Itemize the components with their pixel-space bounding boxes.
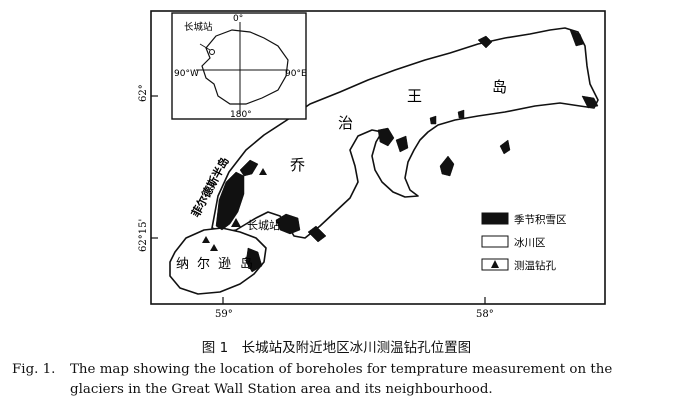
snow-east-bay <box>439 155 455 177</box>
caption-chinese: 图 1 长城站及附近地区冰川测温钻孔位置图 <box>201 340 472 356</box>
graticule-ticks <box>151 95 486 304</box>
snow-north-1 <box>477 35 493 49</box>
legend-swatch-snow <box>481 212 509 225</box>
snow-central <box>377 127 395 147</box>
caption-line-2: glaciers in the Great Wall Station area … <box>70 382 493 397</box>
borehole-markers <box>202 168 267 251</box>
borehole-triangle <box>231 218 241 227</box>
inset-bottom-label: 180° <box>230 110 252 120</box>
inset-top-label: 0° <box>233 14 243 24</box>
snow-collins <box>307 225 327 243</box>
borehole-triangle <box>259 168 267 175</box>
caption-english: Fig. 1. The map showing the location of b… <box>12 360 662 400</box>
snow-north-2 <box>569 29 585 47</box>
lon-59-label: 59° <box>215 309 233 320</box>
inset-antarctica <box>201 29 289 105</box>
snow-east-coast <box>499 139 511 155</box>
inset-left-label: 90°W <box>174 69 199 79</box>
king-george-island-outline <box>211 27 599 239</box>
borehole-triangle <box>210 244 218 251</box>
legend-item-glacier: 冰川区 <box>481 235 546 249</box>
snow-fildes-coast <box>239 159 259 177</box>
kgi-char: 王 <box>407 87 422 105</box>
legend-item-borehole: 测温钻孔 <box>481 258 556 272</box>
nelson-char: 纳 <box>176 257 189 272</box>
legend-label-glacier: 冰川区 <box>514 236 546 249</box>
legend-item-snow: 季节积雪区 <box>481 212 567 226</box>
inset-pointer <box>199 43 211 51</box>
map-figure: 长城站 0° 90°W 90°E 180° 乔 治 王 岛 菲尔德斯半岛 长城站… <box>138 10 606 320</box>
legend-label-snow: 季节积雪区 <box>514 214 567 226</box>
caption-line-1: The map showing the location of borehole… <box>70 362 613 377</box>
kgi-char: 岛 <box>492 78 507 96</box>
king-george-island-label: 乔 治 王 岛 <box>290 78 507 174</box>
snow-central-2 <box>395 135 409 153</box>
lat-62-label: 62° <box>138 84 149 102</box>
caption-fig-label: Fig. 1. <box>12 362 56 377</box>
legend-triangle-icon <box>491 260 499 268</box>
legend-swatch-glacier <box>481 235 509 248</box>
lat-62-15-label: 62°15' <box>138 219 149 252</box>
nelson-char: 岛 <box>240 256 253 272</box>
snow-small-1 <box>429 115 437 125</box>
inset-station-marker <box>209 49 215 55</box>
seasonal-snow-areas <box>215 29 599 273</box>
kgi-char: 治 <box>338 114 353 132</box>
nelson-char: 尔 <box>197 257 210 272</box>
nelson-island-label: 纳 尔 逊 岛 <box>176 256 253 272</box>
snow-east-tip <box>581 95 599 109</box>
inset-map: 长城站 0° 90°W 90°E 180° <box>171 12 307 120</box>
snow-small-2 <box>457 109 465 119</box>
nelson-char: 逊 <box>218 257 231 272</box>
lon-58-label: 58° <box>476 309 494 320</box>
legend-label-borehole: 测温钻孔 <box>514 259 556 272</box>
great-wall-station-label: 长城站 <box>247 218 280 232</box>
inset-right-label: 90°E <box>285 69 307 79</box>
borehole-triangle <box>202 236 210 243</box>
inset-station-label: 长城站 <box>184 21 213 33</box>
kgi-char: 乔 <box>290 156 305 174</box>
snow-nelson <box>245 247 263 273</box>
snow-maxwell <box>275 213 301 235</box>
legend: 季节积雪区 冰川区 测温钻孔 <box>481 212 567 272</box>
snow-fildes <box>215 171 245 231</box>
